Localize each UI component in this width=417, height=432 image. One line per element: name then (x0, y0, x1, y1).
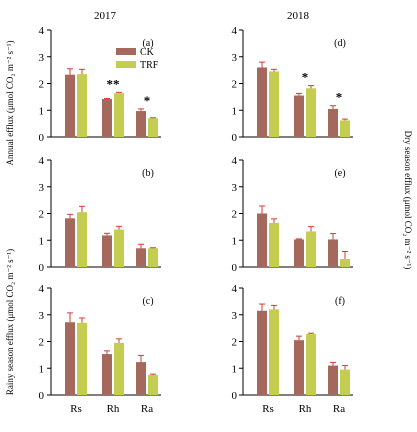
y-tick-label-d-0: 0 (232, 132, 238, 144)
bar-e-ck-rh (294, 239, 304, 267)
y-tick-label-e-2: 2 (232, 209, 238, 221)
bar-a-trf-ra (148, 118, 158, 137)
y-tick-label-b-2: 2 (39, 209, 45, 221)
y-tick-label-e-0: 0 (232, 262, 238, 274)
bar-f-trf-rs (269, 309, 279, 395)
bar-b-trf-rs (77, 212, 87, 267)
x-tick-label-c-rh: Rh (107, 403, 120, 415)
y-tick-label-d-1: 1 (232, 105, 238, 117)
legend-label-ck: CK (140, 47, 155, 58)
column-title-2017: 2017 (94, 10, 117, 22)
bar-e-trf-rh (306, 231, 316, 267)
y-tick-label-f-1: 1 (232, 363, 238, 375)
column-title-2018: 2018 (287, 10, 310, 22)
y-axis-label-rainy: Rainy season efflux (μmol CO₂ m⁻² s⁻¹) (5, 249, 15, 395)
legend-swatch-ck (116, 48, 136, 55)
y-tick-label-b-3: 3 (39, 182, 45, 194)
y-tick-label-c-0: 0 (39, 390, 45, 402)
x-tick-label-f-ra: Ra (333, 403, 345, 415)
bar-d-ck-rs (257, 67, 267, 137)
y-tick-label-a-1: 1 (39, 105, 45, 117)
bar-b-ck-rh (102, 235, 112, 267)
bar-a-ck-ra (136, 111, 146, 137)
bar-c-ck-ra (136, 362, 146, 395)
bar-d-trf-ra (340, 120, 350, 137)
y-tick-label-a-2: 2 (39, 79, 45, 91)
y-tick-label-a-4: 4 (39, 25, 45, 37)
x-tick-label-f-rh: Rh (299, 403, 312, 415)
bar-e-ck-rs (257, 213, 267, 267)
bar-b-ck-rs (65, 218, 75, 267)
bar-b-trf-rh (114, 229, 124, 267)
panel-label-f: (f) (335, 296, 345, 307)
y-tick-label-c-3: 3 (39, 310, 45, 322)
bar-a-trf-rh (114, 93, 124, 137)
bar-b-ck-ra (136, 248, 146, 267)
bar-e-trf-ra (340, 258, 350, 267)
significance-d-ra: * (336, 90, 343, 105)
bar-f-trf-rh (306, 334, 316, 395)
bar-d-ck-rh (294, 95, 304, 137)
panel-label-e: (e) (334, 168, 345, 179)
y-axis-label-dry: Dry season efflux (μmol CO₂ m⁻² s⁻¹) (403, 131, 413, 270)
y-tick-label-a-0: 0 (39, 132, 45, 144)
y-tick-label-e-1: 1 (232, 235, 238, 247)
panel-label-b: (b) (142, 168, 154, 179)
bar-f-ck-rs (257, 310, 267, 395)
x-tick-label-c-rs: Rs (70, 403, 82, 415)
y-tick-label-c-4: 4 (39, 283, 45, 295)
bar-e-trf-rs (269, 222, 279, 267)
y-tick-label-b-1: 1 (39, 235, 45, 247)
bar-c-trf-rh (114, 342, 124, 395)
panel-label-c: (c) (142, 296, 153, 307)
y-tick-label-e-3: 3 (232, 182, 238, 194)
bar-f-ck-ra (328, 365, 338, 395)
panel-label-a: (a) (142, 38, 153, 49)
y-tick-label-f-0: 0 (232, 390, 238, 402)
bar-f-trf-ra (340, 369, 350, 395)
bar-f-ck-rh (294, 340, 304, 395)
y-tick-label-d-3: 3 (232, 52, 238, 64)
legend-label-trf: TRF (140, 60, 159, 71)
x-tick-label-c-ra: Ra (141, 403, 153, 415)
bar-d-trf-rh (306, 88, 316, 137)
bar-e-ck-ra (328, 239, 338, 267)
bar-a-ck-rh (102, 99, 112, 137)
significance-a-rh: ** (107, 76, 120, 91)
y-tick-label-c-1: 1 (39, 363, 45, 375)
x-tick-label-f-rs: Rs (262, 403, 274, 415)
legend-swatch-trf (116, 61, 136, 68)
y-axis-label-annual: Annual efflux (μmol CO₂ m⁻² s⁻¹) (5, 41, 15, 166)
significance-a-ra: * (144, 93, 151, 108)
y-tick-label-e-4: 4 (232, 155, 238, 167)
y-tick-label-f-4: 4 (232, 283, 238, 295)
bar-b-trf-ra (148, 248, 158, 267)
y-tick-label-d-2: 2 (232, 79, 238, 91)
y-tick-label-b-0: 0 (39, 262, 45, 274)
bar-d-trf-rs (269, 71, 279, 137)
bar-c-trf-rs (77, 322, 87, 395)
bar-a-ck-rs (65, 74, 75, 137)
significance-d-rh: * (302, 70, 309, 85)
bar-a-trf-rs (77, 74, 87, 137)
bar-c-ck-rh (102, 354, 112, 395)
panel-label-d: (d) (334, 38, 346, 49)
bar-d-ck-ra (328, 108, 338, 137)
y-tick-label-b-4: 4 (39, 155, 45, 167)
y-tick-label-d-4: 4 (232, 25, 238, 37)
y-tick-label-c-2: 2 (39, 337, 45, 349)
bar-c-ck-rs (65, 322, 75, 395)
y-tick-label-f-3: 3 (232, 310, 238, 322)
y-tick-label-f-2: 2 (232, 337, 238, 349)
y-tick-label-a-3: 3 (39, 52, 45, 64)
bar-c-trf-ra (148, 374, 158, 395)
